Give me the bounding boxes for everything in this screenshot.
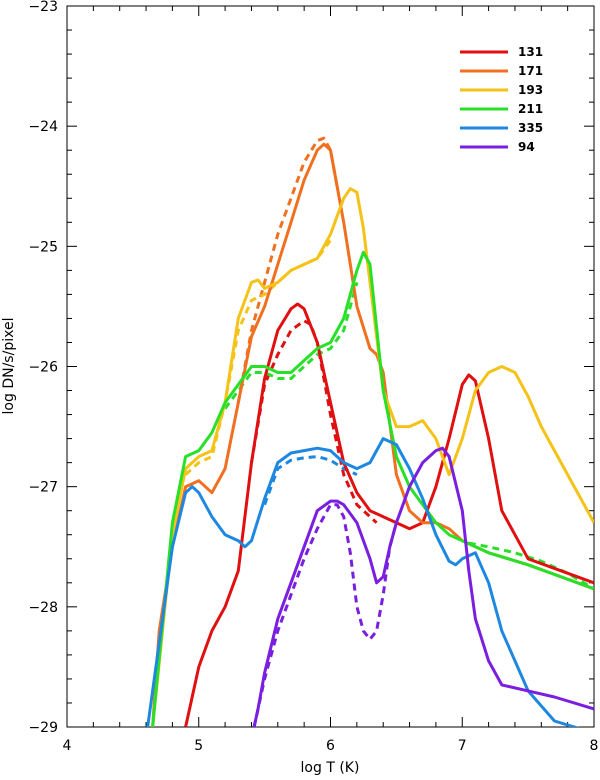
legend-label-335: 335 <box>518 121 543 135</box>
series-line-193-dashed <box>184 239 332 476</box>
x-tick-label: 8 <box>590 738 599 754</box>
series-line-171-dashed <box>236 136 339 403</box>
y-tick-label: −24 <box>28 119 58 135</box>
legend-label-94: 94 <box>518 140 535 154</box>
y-tick-label: −29 <box>28 720 58 736</box>
series-line-211 <box>151 250 594 727</box>
x-tick-label: 5 <box>194 738 203 754</box>
series-lines <box>146 136 594 727</box>
legend: 131 171 193 211 335 94 <box>460 45 543 154</box>
series-line-94-dashed <box>252 503 398 727</box>
x-tick-label: 6 <box>326 738 335 754</box>
series-line-171 <box>151 142 594 727</box>
x-tick-label: 4 <box>63 738 72 754</box>
series-line-193 <box>151 187 594 727</box>
axis-ticks <box>66 5 595 728</box>
y-tick-label: −27 <box>28 480 58 496</box>
axis-tick-labels: 4 5 6 7 8 −29 −28 −27 −26 −25 −24 −23 <box>28 0 598 754</box>
y-axis-label: log DN/s/pixel <box>1 318 17 415</box>
series-line-335-dashed <box>263 455 358 506</box>
legend-label-171: 171 <box>518 64 543 78</box>
y-tick-label: −26 <box>28 360 58 376</box>
series-line-211-dashed <box>223 282 359 410</box>
legend-label-131: 131 <box>518 45 543 59</box>
y-tick-label: −28 <box>28 600 58 616</box>
x-axis-label: log T (K) <box>301 760 360 776</box>
series-line-94 <box>252 446 594 727</box>
plot-frame <box>66 5 595 728</box>
legend-label-193: 193 <box>518 83 543 97</box>
series-line-131 <box>184 302 594 727</box>
series-line-335 <box>146 437 580 727</box>
legend-label-211: 211 <box>518 102 543 116</box>
x-tick-label: 7 <box>458 738 467 754</box>
y-tick-label: −25 <box>28 239 58 255</box>
y-tick-label: −23 <box>28 0 58 15</box>
